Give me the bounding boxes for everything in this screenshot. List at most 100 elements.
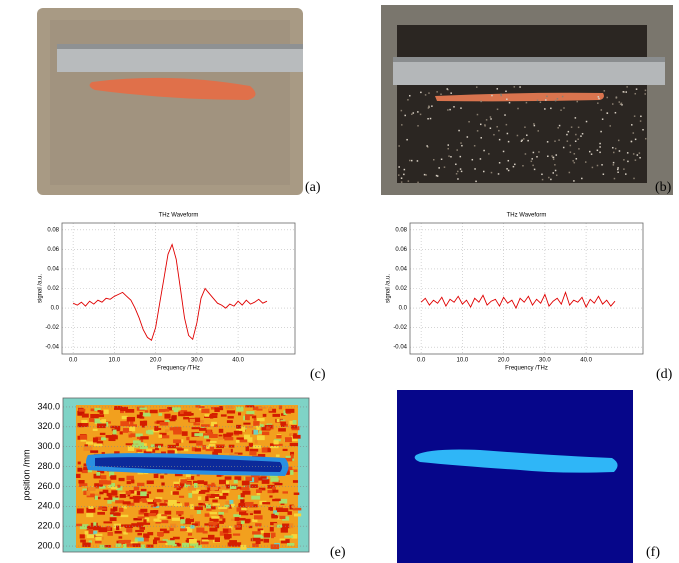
speck bbox=[619, 103, 622, 106]
heat-cell bbox=[207, 434, 215, 438]
heat-cell bbox=[203, 433, 211, 437]
heat-cell bbox=[118, 477, 125, 482]
heat-cell bbox=[170, 523, 177, 529]
heat-cell bbox=[283, 410, 288, 415]
heat-cell bbox=[259, 424, 264, 428]
speck bbox=[632, 132, 635, 134]
heat-cell bbox=[240, 499, 245, 503]
heat-cell bbox=[286, 471, 290, 475]
speck bbox=[523, 138, 525, 140]
heat-cell bbox=[126, 502, 135, 506]
heat-cell bbox=[122, 506, 127, 509]
heat-cell bbox=[115, 495, 119, 499]
speck bbox=[554, 169, 557, 172]
heat-cell bbox=[253, 429, 259, 435]
speck bbox=[566, 140, 569, 142]
heat-cell bbox=[148, 513, 157, 517]
heat-cell bbox=[90, 408, 97, 412]
speck bbox=[640, 115, 642, 118]
heat-cell bbox=[113, 506, 118, 512]
heat-cell bbox=[206, 508, 212, 511]
heat-cell bbox=[224, 484, 230, 489]
heat-cell bbox=[243, 415, 247, 421]
speck bbox=[617, 167, 619, 169]
heat-cell bbox=[114, 425, 121, 431]
speck bbox=[577, 138, 579, 140]
heat-cell bbox=[275, 507, 283, 512]
heat-cell bbox=[269, 527, 274, 532]
speck bbox=[458, 129, 460, 132]
speck bbox=[417, 125, 419, 127]
speck bbox=[498, 129, 500, 132]
heat-cell bbox=[212, 503, 220, 506]
speck bbox=[426, 145, 428, 147]
heat-cell bbox=[135, 537, 144, 542]
heat-cell bbox=[205, 446, 214, 452]
heat-cell bbox=[219, 531, 229, 536]
heat-cell bbox=[132, 495, 141, 500]
heat-cell bbox=[94, 407, 101, 411]
speck bbox=[400, 177, 403, 179]
heat-cell bbox=[160, 435, 170, 439]
speck bbox=[425, 174, 427, 176]
heat-cell bbox=[197, 496, 202, 501]
heat-cell bbox=[282, 448, 288, 452]
heat-cell bbox=[97, 512, 105, 515]
heat-cell bbox=[280, 424, 285, 428]
heat-cell bbox=[212, 451, 219, 456]
heat-cell bbox=[86, 525, 92, 529]
heat-cell bbox=[238, 503, 242, 508]
heat-cell bbox=[224, 504, 230, 508]
heat-cell bbox=[196, 527, 205, 533]
heat-cell bbox=[192, 490, 199, 493]
heat-cell bbox=[131, 479, 135, 484]
heat-cell bbox=[185, 473, 191, 478]
heat-cell bbox=[180, 525, 186, 529]
y-tick-label: 260.0 bbox=[37, 481, 60, 491]
heat-cell bbox=[82, 542, 91, 547]
speck bbox=[411, 113, 413, 116]
heat-cell bbox=[219, 520, 224, 524]
heat-cell bbox=[169, 427, 178, 431]
speck bbox=[603, 90, 606, 92]
heat-cell bbox=[154, 425, 159, 431]
heat-cell bbox=[95, 533, 103, 537]
heat-cell bbox=[253, 534, 263, 539]
heat-cell bbox=[290, 454, 294, 459]
heat-cell bbox=[218, 434, 223, 438]
heat-cell bbox=[83, 446, 93, 451]
speck bbox=[475, 180, 477, 183]
speck bbox=[576, 100, 578, 103]
heat-cell bbox=[223, 433, 232, 439]
heat-cell bbox=[273, 440, 279, 445]
heat-cell bbox=[291, 505, 296, 509]
heat-cell bbox=[225, 405, 234, 410]
speck bbox=[577, 126, 580, 129]
heat-cell bbox=[161, 482, 165, 486]
heat-cell bbox=[170, 490, 174, 495]
speck bbox=[460, 142, 462, 144]
heat-cell bbox=[84, 531, 89, 535]
speck bbox=[438, 167, 440, 169]
heat-cell bbox=[243, 434, 251, 440]
speck bbox=[626, 86, 628, 88]
heat-cell bbox=[95, 436, 103, 441]
heat-cell bbox=[183, 411, 192, 416]
speck bbox=[450, 92, 452, 94]
speck bbox=[600, 130, 602, 133]
speck bbox=[483, 149, 485, 152]
heat-cell bbox=[226, 410, 236, 414]
speck bbox=[443, 166, 446, 168]
heat-cell bbox=[122, 501, 131, 505]
heat-cell bbox=[143, 536, 149, 542]
heat-cell bbox=[110, 486, 118, 490]
heat-cell bbox=[269, 495, 273, 498]
speck bbox=[500, 93, 502, 96]
heat-cell bbox=[257, 435, 265, 441]
speck bbox=[575, 133, 577, 136]
heat-cell bbox=[121, 415, 128, 420]
speck bbox=[626, 152, 629, 154]
speck bbox=[398, 166, 400, 168]
speck bbox=[618, 101, 621, 103]
